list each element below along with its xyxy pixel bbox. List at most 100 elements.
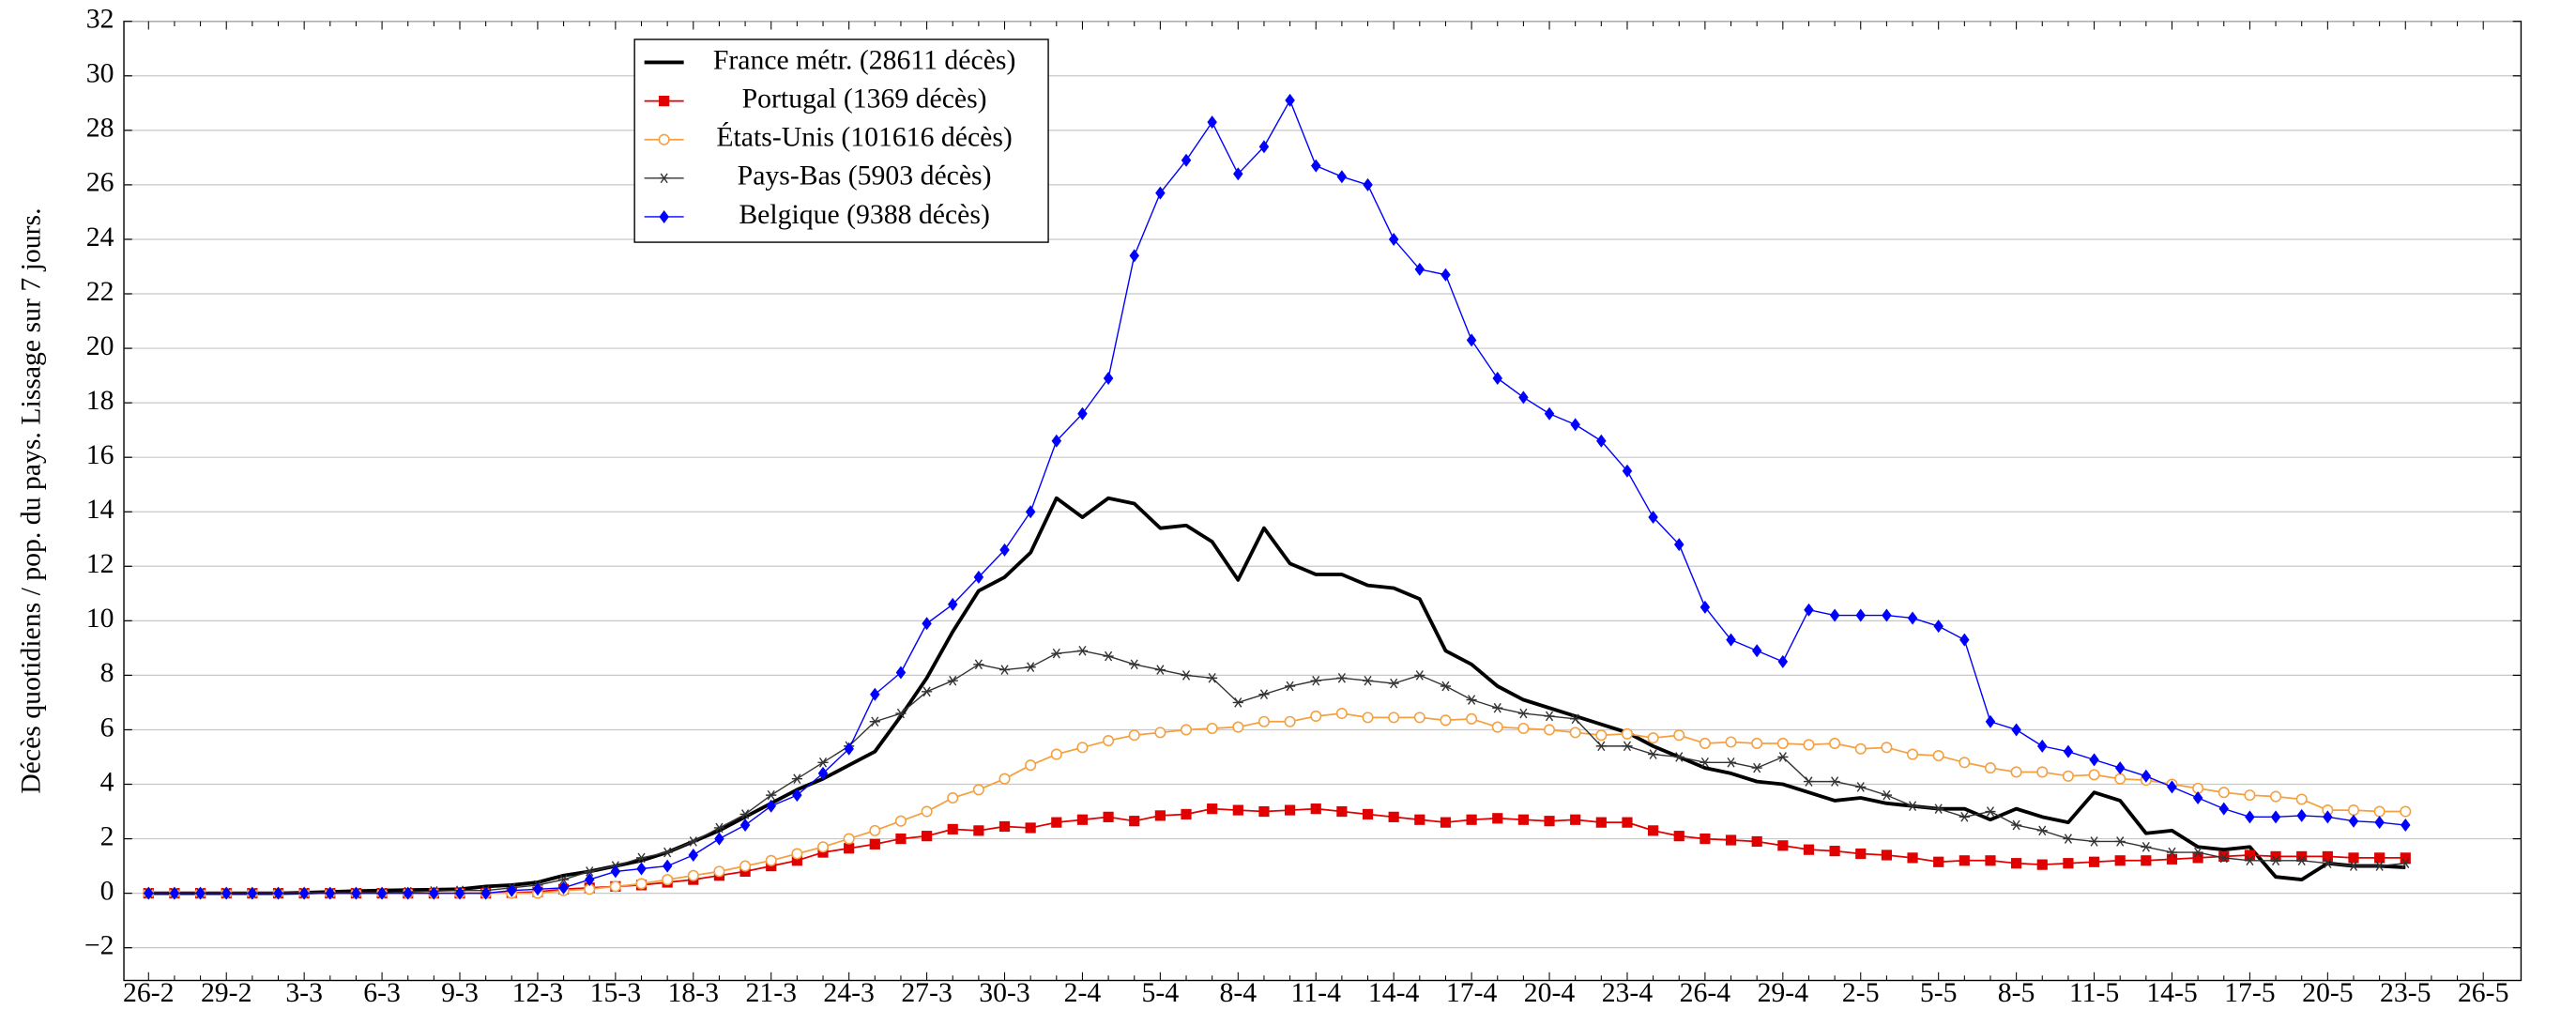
marker <box>1154 810 1166 821</box>
marker <box>1310 710 1322 722</box>
marker <box>1829 846 1840 857</box>
x-tick-label: 5-4 <box>1142 977 1180 1008</box>
marker <box>2036 766 2049 778</box>
marker <box>2270 790 2282 803</box>
marker <box>2063 834 2074 844</box>
legend-label: Pays-Bas (5903 décès) <box>738 161 992 191</box>
marker <box>1233 167 1243 181</box>
marker <box>2114 836 2126 847</box>
marker <box>1103 735 1115 747</box>
marker <box>1103 811 1114 822</box>
marker <box>1881 742 1893 754</box>
marker <box>2400 852 2411 864</box>
y-axis-label: Décès quotidiens / pop. du pays. Lissage… <box>16 207 47 793</box>
marker <box>2088 856 2100 867</box>
x-tick-label: 26-4 <box>1680 977 1731 1008</box>
marker <box>1310 159 1321 173</box>
marker <box>2141 855 2152 866</box>
x-tick-label: 3-3 <box>285 977 323 1008</box>
marker <box>1985 806 1996 817</box>
marker <box>1492 813 1503 824</box>
marker <box>1725 757 1737 768</box>
series-line <box>148 807 2406 895</box>
marker <box>792 788 802 803</box>
x-tick-label: 20-4 <box>1524 977 1576 1008</box>
marker <box>1595 817 1607 828</box>
marker <box>1622 817 1633 828</box>
x-tick-label: 15-3 <box>590 977 642 1008</box>
marker <box>1855 782 1867 792</box>
marker <box>947 791 959 804</box>
x-tick-label: 2-5 <box>1842 977 1880 1008</box>
y-tick-label: 8 <box>100 657 114 688</box>
marker <box>376 886 388 900</box>
marker <box>1232 721 1244 733</box>
marker <box>635 878 648 890</box>
y-tick-label: 26 <box>86 167 114 198</box>
marker <box>1933 803 1944 814</box>
marker <box>1570 713 1581 725</box>
marker <box>1855 608 1867 622</box>
marker <box>921 831 933 842</box>
marker <box>1959 757 1971 769</box>
marker <box>1700 600 1711 614</box>
marker <box>999 543 1010 557</box>
marker <box>2400 858 2411 868</box>
marker <box>843 833 855 845</box>
legend-label: États-Unis (101616 décès) <box>716 122 1012 153</box>
marker <box>1776 737 1789 750</box>
marker <box>662 859 673 873</box>
marker <box>1855 848 1867 860</box>
marker <box>403 886 413 900</box>
x-tick-label: 8-5 <box>1998 977 2035 1008</box>
marker <box>1103 372 1114 386</box>
marker <box>973 659 984 670</box>
y-tick-label: 16 <box>86 439 114 470</box>
marker <box>2245 810 2255 824</box>
marker <box>1076 814 1089 825</box>
x-tick-label: 30-3 <box>979 977 1030 1008</box>
marker <box>1803 739 1815 751</box>
marker <box>1777 752 1789 762</box>
marker <box>947 597 958 611</box>
marker <box>972 784 984 796</box>
x-tick-label: 14-5 <box>2146 977 2198 1008</box>
marker <box>921 686 933 697</box>
marker <box>2373 805 2385 818</box>
marker <box>895 708 907 719</box>
marker <box>1362 808 1374 820</box>
x-tick-label: 26-5 <box>2458 977 2509 1008</box>
marker <box>2400 805 2412 818</box>
marker <box>1154 665 1166 675</box>
marker <box>2218 802 2230 816</box>
x-tick-label: 29-4 <box>1758 977 1809 1008</box>
series-line <box>148 496 2406 895</box>
marker <box>1751 835 1762 848</box>
y-tick-label: 12 <box>86 548 114 579</box>
marker <box>1907 852 1918 864</box>
marker <box>1907 801 1918 812</box>
marker <box>1206 722 1218 735</box>
marker <box>2295 793 2308 805</box>
marker <box>1829 737 1841 750</box>
marker <box>659 173 670 184</box>
x-tick-label: 11-5 <box>2069 977 2119 1008</box>
marker <box>2011 858 2022 869</box>
marker <box>273 886 283 900</box>
marker <box>2218 852 2230 864</box>
marker <box>1777 840 1789 851</box>
marker <box>1051 434 1062 448</box>
marker <box>1985 714 1996 728</box>
marker <box>1129 659 1140 670</box>
marker <box>1673 831 1684 842</box>
marker <box>1180 724 1193 736</box>
marker <box>1933 620 1943 634</box>
marker <box>2374 852 2385 864</box>
marker <box>221 886 232 900</box>
marker <box>1882 608 1892 622</box>
marker <box>659 209 669 223</box>
marker <box>1985 855 1996 866</box>
series-line <box>148 99 2406 895</box>
marker <box>2063 858 2074 869</box>
marker <box>2063 744 2074 758</box>
